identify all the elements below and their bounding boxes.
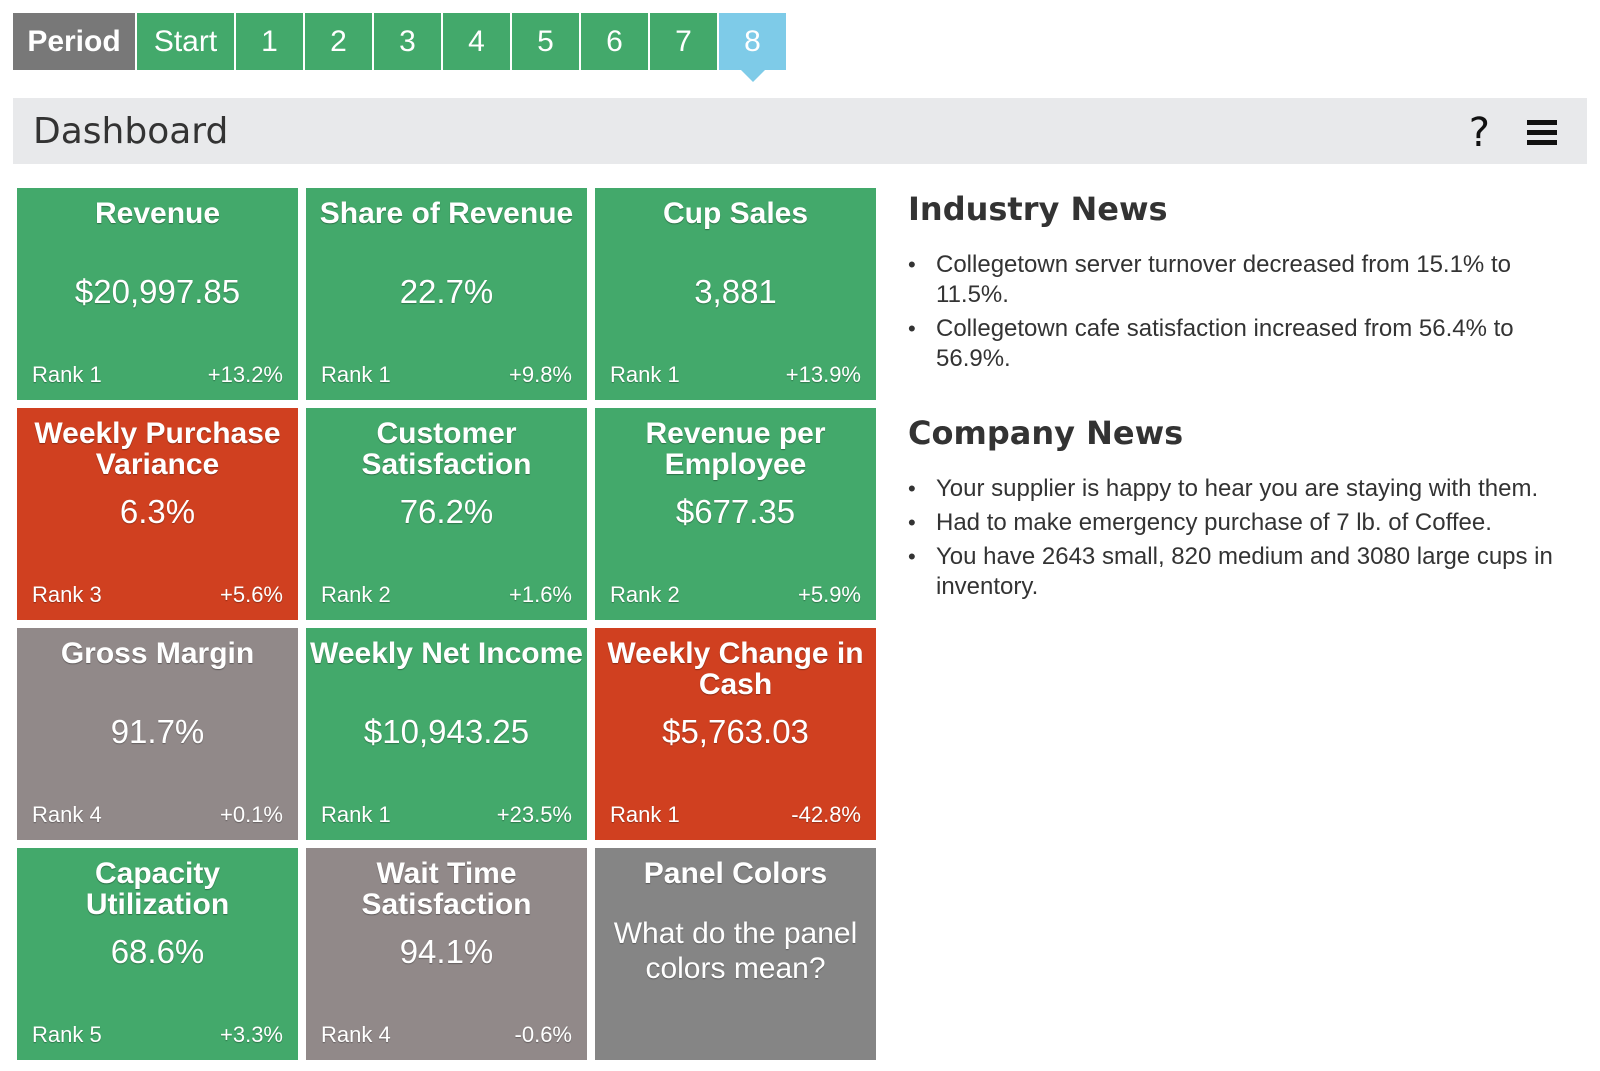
panel-rank: Rank 4: [32, 802, 102, 827]
panel-gross-margin[interactable]: Gross Margin 91.7% Rank 4 +0.1%: [17, 628, 298, 840]
panel-title: Capacity Utilization: [85, 857, 230, 921]
panel-change: +5.6%: [220, 582, 283, 607]
panel-title: Weekly Change in Cash: [607, 637, 864, 701]
panel-value: $20,997.85: [74, 273, 241, 310]
panel-change: +0.1%: [220, 802, 283, 827]
panel-rank: Rank 2: [610, 582, 680, 607]
panel-rank: Rank 1: [32, 362, 102, 387]
panel-customer-satisfaction[interactable]: Customer Satisfaction 76.2% Rank 2 +1.6%: [306, 408, 587, 620]
help-icon[interactable]: ?: [1468, 110, 1490, 156]
period-tab-8[interactable]: 8: [719, 13, 786, 82]
period-tab-1[interactable]: 1: [236, 13, 303, 70]
panel-title: Wait Time Satisfaction: [361, 857, 532, 921]
list-item: Had to make emergency purchase of 7 lb. …: [908, 508, 1568, 538]
panel-cup-sales[interactable]: Cup Sales 3,881 Rank 1 +13.9%: [595, 188, 876, 400]
metric-panel-grid: Revenue $20,997.85 Rank 1 +13.2% Share o…: [17, 188, 876, 1060]
panel-value: $677.35: [675, 493, 796, 530]
panel-change: -0.6%: [514, 1022, 572, 1047]
panel-value: 68.6%: [110, 933, 205, 970]
panel-value: 3,881: [694, 273, 777, 310]
company-news-list: Your supplier is happy to hear you are s…: [908, 474, 1568, 602]
panel-change: +1.6%: [509, 582, 572, 607]
panel-title: Weekly Purchase Variance: [34, 417, 281, 481]
panel-capacity-utilization[interactable]: Capacity Utilization 68.6% Rank 5 +3.3%: [17, 848, 298, 1060]
panel-wait-time-satisfaction[interactable]: Wait Time Satisfaction 94.1% Rank 4 -0.6…: [306, 848, 587, 1060]
panel-value: 76.2%: [399, 493, 494, 530]
panel-rank: Rank 1: [321, 802, 391, 827]
panel-change: +23.5%: [496, 802, 572, 827]
list-item: Your supplier is happy to hear you are s…: [908, 474, 1568, 504]
industry-news-list: Collegetown server turnover decreased fr…: [908, 250, 1568, 374]
panel-title: Revenue per Employee: [645, 417, 826, 481]
period-tab-3[interactable]: 3: [374, 13, 441, 70]
panel-title: Share of Revenue: [319, 197, 574, 230]
panel-rank: Rank 5: [32, 1022, 102, 1047]
panel-change: +3.3%: [220, 1022, 283, 1047]
period-label: Period: [13, 13, 135, 70]
period-tab-7[interactable]: 7: [650, 13, 717, 70]
industry-news-heading: Industry News: [908, 190, 1168, 228]
panel-value: 91.7%: [110, 713, 205, 750]
period-tab-5[interactable]: 5: [512, 13, 579, 70]
panel-weekly-purchase-variance[interactable]: Weekly Purchase Variance 6.3% Rank 3 +5.…: [17, 408, 298, 620]
panel-title: Weekly Net Income: [310, 637, 583, 670]
period-tab-4[interactable]: 4: [443, 13, 510, 70]
panel-revenue-per-employee[interactable]: Revenue per Employee $677.35 Rank 2 +5.9…: [595, 408, 876, 620]
page-title: Dashboard: [33, 110, 229, 152]
panel-title: Revenue: [94, 197, 221, 230]
list-item: Collegetown server turnover decreased fr…: [908, 250, 1568, 310]
panel-change: +13.2%: [207, 362, 283, 387]
dashboard-header: Dashboard ?: [13, 98, 1587, 164]
panel-title: Gross Margin: [60, 637, 255, 670]
period-tab-6[interactable]: 6: [581, 13, 648, 70]
period-tab-start[interactable]: Start: [137, 13, 234, 70]
panel-value: $5,763.03: [662, 713, 809, 750]
panel-rank: Rank 1: [610, 362, 680, 387]
panel-weekly-change-in-cash[interactable]: Weekly Change in Cash $5,763.03 Rank 1 -…: [595, 628, 876, 840]
panel-share-of-revenue[interactable]: Share of Revenue 22.7% Rank 1 +9.8%: [306, 188, 587, 400]
panel-colors-question: What do the panel colors mean?: [613, 917, 858, 985]
panel-title: Cup Sales: [662, 197, 809, 230]
list-item: Collegetown cafe satisfaction increased …: [908, 314, 1568, 374]
hamburger-menu-icon[interactable]: [1527, 120, 1557, 146]
period-bar: Period Start 1 2 3 4 5 6 7 8: [13, 13, 786, 82]
panel-change: +5.9%: [798, 582, 861, 607]
panel-weekly-net-income[interactable]: Weekly Net Income $10,943.25 Rank 1 +23.…: [306, 628, 587, 840]
news-section: Industry News Collegetown server turnove…: [908, 190, 1568, 642]
panel-change: +13.9%: [785, 362, 861, 387]
panel-rank: Rank 1: [610, 802, 680, 827]
list-item: You have 2643 small, 820 medium and 3080…: [908, 542, 1568, 602]
panel-value: 6.3%: [119, 493, 196, 530]
panel-value: 94.1%: [399, 933, 494, 970]
panel-title: Customer Satisfaction: [361, 417, 532, 481]
panel-rank: Rank 1: [321, 362, 391, 387]
panel-rank: Rank 3: [32, 582, 102, 607]
panel-value: 22.7%: [399, 273, 494, 310]
panel-change: -42.8%: [791, 802, 861, 827]
panel-change: +9.8%: [509, 362, 572, 387]
company-news-heading: Company News: [908, 414, 1184, 452]
panel-title: Panel Colors: [643, 857, 828, 890]
panel-rank: Rank 4: [321, 1022, 391, 1047]
panel-value: $10,943.25: [363, 713, 530, 750]
period-tab-2[interactable]: 2: [305, 13, 372, 70]
panel-revenue[interactable]: Revenue $20,997.85 Rank 1 +13.2%: [17, 188, 298, 400]
panel-colors-help[interactable]: Panel Colors What do the panel colors me…: [595, 848, 876, 1060]
panel-rank: Rank 2: [321, 582, 391, 607]
